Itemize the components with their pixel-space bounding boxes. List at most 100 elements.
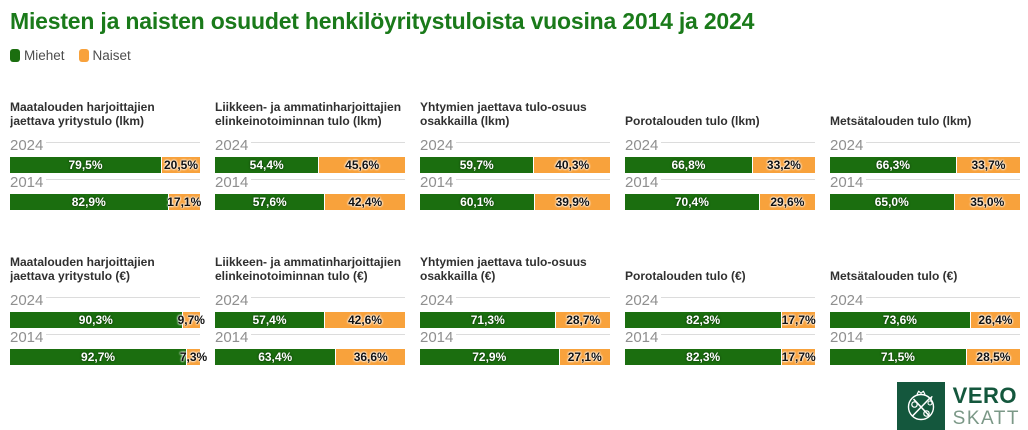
bar-segment-miehet[interactable]: 73,6% (830, 312, 970, 328)
bar-value-label-naiset: 17,7% (781, 313, 816, 327)
stacked-bar: 66,8% 33,2% (625, 157, 815, 173)
stacked-bar: 82,9% 17,1% (10, 194, 202, 210)
bar-segment-naiset[interactable]: 17,7% (781, 312, 816, 328)
bar-value-label-miehet: 63,4% (258, 350, 293, 364)
bar-segment-miehet[interactable]: 92,7% (10, 349, 187, 365)
bar-segment-naiset[interactable]: 20,5% (161, 157, 200, 173)
charts-grid: Maatalouden harjoittajien jaettava yrity… (10, 83, 1020, 367)
legend-item-naiset[interactable]: Naiset (78, 48, 131, 63)
logo-text-skatt: SKATT (952, 407, 1020, 429)
bar-value-label-naiset: 28,5% (976, 350, 1011, 364)
bar-segment-naiset[interactable]: 7,3% (180, 349, 207, 365)
chart-legend: Miehet Naiset (10, 48, 1020, 63)
bar-segment-naiset[interactable]: 42,6% (324, 312, 405, 328)
stacked-bar: 60,1% 39,9% (420, 194, 610, 210)
bar-segment-miehet[interactable]: 54,4% (215, 157, 319, 173)
bar-segment-naiset[interactable]: 33,7% (955, 157, 1020, 173)
year-label: 2024 (215, 292, 249, 309)
bar-segment-naiset[interactable]: 27,1% (558, 349, 610, 365)
bar-segment-naiset[interactable]: 40,3% (533, 157, 610, 173)
stacked-bar: 63,4% 36,6% (215, 349, 405, 365)
bar-segment-miehet[interactable]: 90,3% (10, 312, 182, 328)
bar-segment-naiset[interactable]: 28,7% (555, 312, 610, 328)
bar-segment-miehet[interactable]: 57,6% (215, 194, 325, 210)
bar-segment-naiset[interactable]: 17,7% (781, 349, 816, 365)
chart-3: Yhtymien jaettava tulo-osuus osakkailla … (420, 83, 610, 212)
year-row: 2014 (215, 175, 405, 193)
bar-segment-miehet[interactable]: 79,5% (10, 157, 162, 173)
year-row: 2014 (420, 330, 610, 348)
bar-segment-miehet[interactable]: 65,0% (830, 194, 954, 210)
chart-title: Maatalouden harjoittajien jaettava yrity… (10, 255, 155, 284)
year-divider-line (661, 179, 815, 180)
bar-value-label-naiset: 36,6% (353, 350, 388, 364)
legend-label-miehet: Miehet (24, 48, 65, 63)
year-row: 2024 (10, 293, 200, 311)
bar-value-label-miehet: 54,4% (249, 158, 284, 172)
bar-value-label-miehet: 79,5% (68, 158, 103, 172)
chart-title: Metsätalouden tulo (lkm) (830, 114, 972, 129)
bar-value-label-miehet: 92,7% (81, 350, 116, 364)
bar-segment-miehet[interactable]: 66,8% (625, 157, 752, 173)
bar-segment-naiset[interactable]: 35,0% (953, 194, 1020, 210)
year-row: 2024 (830, 138, 1020, 156)
year-divider-line (661, 142, 815, 143)
bar-segment-miehet[interactable]: 82,9% (10, 194, 168, 210)
bar-segment-miehet[interactable]: 82,3% (625, 312, 782, 328)
chart-5: Metsätalouden tulo (lkm) 2024 66,3% 33,7% 20… (830, 83, 1020, 212)
bar-segment-naiset[interactable]: 17,1% (167, 194, 202, 210)
bar-value-label-naiset: 26,4% (978, 313, 1013, 327)
bar-segment-miehet[interactable]: 66,3% (830, 157, 956, 173)
vero-skatt-logo: VERO SKATT (896, 382, 1020, 430)
bar-segment-miehet[interactable]: 60,1% (420, 194, 535, 210)
stacked-bar: 79,5% 20,5% (10, 157, 200, 173)
bar-value-label-naiset: 17,1% (167, 195, 202, 209)
stacked-bar: 66,3% 33,7% (830, 157, 1020, 173)
year-label: 2014 (10, 174, 44, 191)
bar-segment-naiset[interactable]: 26,4% (969, 312, 1020, 328)
stacked-bar: 57,4% 42,6% (215, 312, 405, 328)
bar-value-label-naiset: 7,3% (179, 350, 208, 364)
chart-10: Metsätalouden tulo (€) 2024 73,6% 26,4% 2014… (830, 238, 1020, 367)
footer: VERO SKATT (10, 382, 1020, 430)
bar-segment-miehet[interactable]: 72,9% (420, 349, 559, 365)
year-divider-line (866, 334, 1020, 335)
bar-value-label-miehet: 66,8% (671, 158, 706, 172)
year-divider-line (46, 179, 200, 180)
bar-value-label-naiset: 39,9% (555, 195, 590, 209)
bar-segment-naiset[interactable]: 45,6% (318, 157, 405, 173)
year-divider-line (661, 297, 815, 298)
year-label: 2014 (420, 174, 454, 191)
year-label: 2024 (10, 137, 44, 154)
bar-segment-miehet[interactable]: 82,3% (625, 349, 782, 365)
year-row: 2024 (215, 293, 405, 311)
bar-segment-naiset[interactable]: 36,6% (335, 349, 405, 365)
legend-item-miehet[interactable]: Miehet (10, 48, 65, 63)
bar-segment-naiset[interactable]: 9,7% (178, 312, 205, 328)
bar-segment-miehet[interactable]: 57,4% (215, 312, 325, 328)
bar-segment-naiset[interactable]: 33,2% (751, 157, 815, 173)
year-divider-line (456, 142, 610, 143)
bar-segment-naiset[interactable]: 29,6% (758, 194, 815, 210)
bar-segment-miehet[interactable]: 59,7% (420, 157, 534, 173)
chart-1: Maatalouden harjoittajien jaettava yrity… (10, 83, 202, 212)
bar-segment-naiset[interactable]: 28,5% (965, 349, 1020, 365)
bar-segment-miehet[interactable]: 63,4% (215, 349, 336, 365)
bar-value-label-miehet: 71,5% (880, 350, 915, 364)
year-divider-line (46, 334, 200, 335)
bar-value-label-naiset: 35,0% (970, 195, 1005, 209)
bar-segment-naiset[interactable]: 42,4% (324, 194, 405, 210)
year-label: 2014 (215, 174, 249, 191)
bar-value-label-miehet: 90,3% (78, 313, 113, 327)
bar-segment-miehet[interactable]: 71,5% (830, 349, 966, 365)
bar-value-label-naiset: 29,6% (770, 195, 805, 209)
year-divider-line (251, 142, 405, 143)
year-divider-line (866, 142, 1020, 143)
year-divider-line (251, 334, 405, 335)
year-row: 2024 (420, 138, 610, 156)
bar-segment-miehet[interactable]: 70,4% (625, 194, 759, 210)
bar-segment-miehet[interactable]: 71,3% (420, 312, 556, 328)
bar-segment-naiset[interactable]: 39,9% (534, 194, 610, 210)
year-divider-line (251, 179, 405, 180)
stacked-bar: 72,9% 27,1% (420, 349, 610, 365)
